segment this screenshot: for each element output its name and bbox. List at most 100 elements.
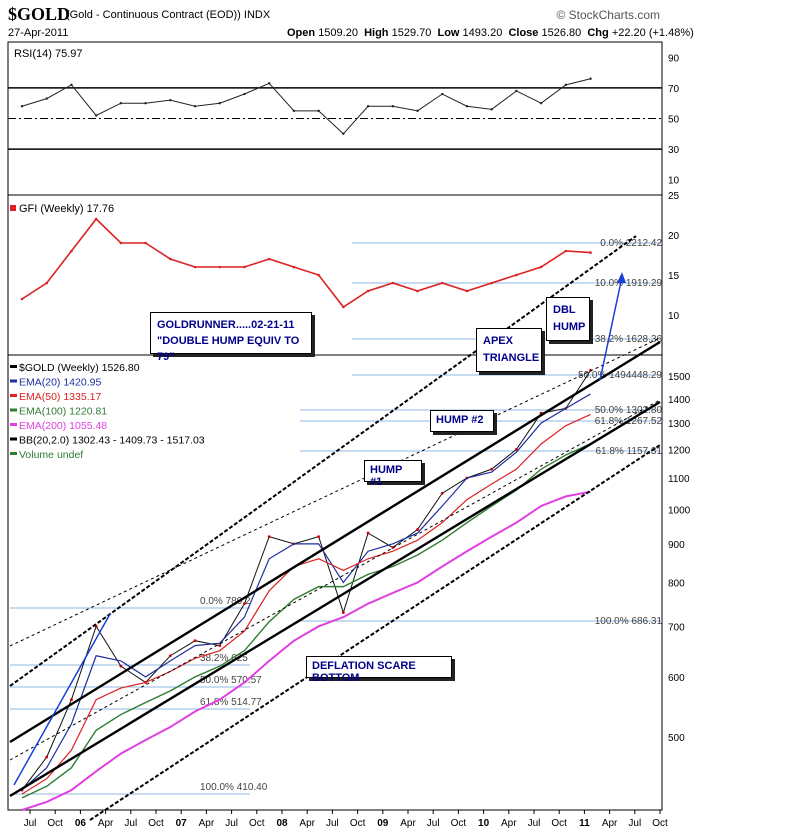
- gfi-point: [564, 249, 568, 253]
- price-point: [267, 535, 271, 539]
- gfi-point: [539, 265, 543, 269]
- legend-entry: EMA(20) 1420.95: [19, 377, 101, 389]
- gfi-point: [366, 289, 370, 293]
- gfi-point: [70, 249, 73, 253]
- price-point: [317, 535, 321, 539]
- fib-label-lower: 0.0% 780.2: [200, 596, 251, 607]
- x-tick-label: Apr: [501, 818, 517, 829]
- rsi-point: [169, 98, 172, 102]
- price-panel-frame: [7, 354, 663, 811]
- gfi-tick-label: 25: [668, 191, 680, 202]
- price-point: [168, 654, 172, 658]
- rsi-point: [589, 77, 592, 80]
- price-point: [391, 546, 395, 549]
- rsi-point: [441, 92, 444, 96]
- apex-label-line2: TRIANGLE: [483, 352, 540, 364]
- fib-label: 0.0% 2212.42: [600, 238, 662, 249]
- price-point: [416, 528, 419, 531]
- x-tick-label: Jul: [326, 818, 339, 829]
- gfi-point: [589, 251, 592, 254]
- rsi-tick-label: 30: [668, 145, 680, 156]
- x-tick-label: 08: [276, 818, 288, 829]
- x-tick-label: Oct: [652, 818, 668, 829]
- rsi-point: [70, 83, 73, 87]
- legend-entry: BB(20,2.0) 1302.43 - 1409.73 - 1517.03: [19, 435, 205, 447]
- gfi-point: [144, 241, 147, 245]
- price-tick-label: 1000: [668, 505, 691, 516]
- price-point: [440, 491, 444, 495]
- x-tick-label: Jul: [24, 818, 37, 829]
- price-tick-label: 800: [668, 579, 685, 590]
- rsi-point: [391, 105, 394, 108]
- dbl-hump-box: DBL HUMP: [546, 297, 590, 341]
- fib-label: 50.0% 1302.80: [595, 405, 663, 416]
- price-point: [119, 664, 123, 668]
- rsi-tick-label: 70: [668, 84, 680, 95]
- x-tick-label: Oct: [249, 818, 265, 829]
- price-point: [341, 611, 345, 614]
- price-tick-label: 1300: [668, 419, 691, 430]
- rsi-tick-label: 90: [668, 53, 680, 64]
- chg-value: +22.20 (+1.48%): [611, 27, 694, 39]
- price-tick-label: 1200: [668, 445, 691, 456]
- price-point: [243, 602, 246, 606]
- legend-swatch: [10, 394, 17, 397]
- rsi-legend: RSI(14) 75.97: [14, 48, 82, 60]
- x-tick-label: Oct: [551, 818, 567, 829]
- fib-label: 10.0% 1919.29: [595, 278, 663, 289]
- price-tick-label: 1100: [668, 474, 690, 485]
- ohlc-readout: Open 1509.20 High 1529.70 Low 1493.20 Cl…: [287, 27, 694, 39]
- rsi-point: [465, 105, 469, 108]
- hump1-box: HUMP #1: [364, 460, 422, 488]
- x-tick-label: Jul: [628, 818, 641, 829]
- hump2-box: HUMP #2: [430, 410, 494, 432]
- rsi-point: [268, 82, 271, 85]
- legend-swatch: [10, 423, 17, 426]
- apex-triangle-box: APEX TRIANGLE: [476, 328, 542, 372]
- gfi-point: [119, 241, 123, 245]
- fib-label-lower: 61.8% 514.77: [200, 697, 262, 708]
- price-tick-label: 1500: [668, 372, 691, 383]
- gfi-line: [21, 217, 591, 309]
- goldrunner-annotation-line1: GOLDRUNNER.....02-21-11: [157, 319, 295, 331]
- rsi-point: [317, 109, 320, 113]
- price-legend: $GOLD (Weekly) 1526.80 EMA(20) 1420.95 EMA…: [10, 362, 205, 461]
- price-point: [515, 448, 518, 451]
- gfi-tick-label: 20: [668, 231, 680, 242]
- dbl-hump-arrow-head: [617, 272, 626, 283]
- rsi-point: [94, 114, 98, 117]
- stockcharts-logo[interactable]: © StockCharts.com: [556, 8, 660, 22]
- low-value: 1493.20: [462, 27, 503, 39]
- gfi-point: [193, 265, 197, 269]
- gfi-point: [391, 281, 395, 285]
- legend-swatch: [10, 452, 17, 455]
- deflation-scare-box: DEFLATION SCARE BOTTOM: [306, 656, 452, 684]
- close-label: Close: [508, 27, 539, 39]
- price-series-line: [21, 443, 591, 799]
- x-tick-label: Oct: [350, 818, 366, 829]
- gfi-tick-label: 15: [668, 271, 680, 282]
- rsi-point: [564, 83, 568, 87]
- close-value: 1526.80: [541, 27, 582, 39]
- dbl-label-line2: HUMP: [553, 321, 586, 333]
- gfi-legend-text: GFI (Weekly) 17.76: [19, 203, 114, 215]
- high-value: 1529.70: [391, 27, 432, 39]
- rsi-point: [218, 102, 221, 105]
- gfi-point: [218, 265, 222, 269]
- fib-label-lower: 38.2% 625: [200, 653, 248, 664]
- gfi-point: [20, 297, 24, 301]
- x-tick-label: Jul: [225, 818, 238, 829]
- gfi-point: [465, 289, 469, 293]
- gfi-point: [292, 265, 296, 269]
- gfi-tick-label: 10: [668, 311, 680, 322]
- price-tick-label: 500: [668, 733, 685, 744]
- price-tick-label: 600: [668, 673, 685, 684]
- legend-entry: EMA(100) 1220.81: [19, 406, 107, 418]
- price-point: [70, 698, 73, 701]
- gfi-point: [45, 281, 49, 285]
- rsi-point: [416, 109, 419, 113]
- chg-label: Chg: [587, 27, 609, 39]
- x-tick-label: 09: [377, 818, 389, 829]
- price-series-line: [21, 370, 591, 791]
